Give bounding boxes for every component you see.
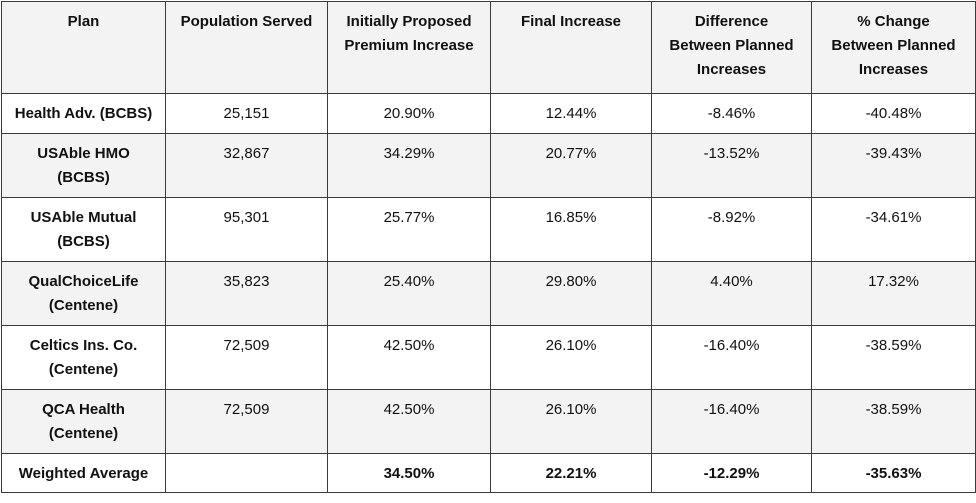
header-cell: Final Increase bbox=[490, 1, 652, 94]
data-cell: 42.50% bbox=[327, 325, 491, 390]
data-cell: 95,301 bbox=[165, 197, 328, 262]
data-cell: -8.46% bbox=[651, 93, 812, 134]
footer-label: Weighted Average bbox=[1, 453, 166, 493]
table-row: Health Adv. (BCBS) 25,151 20.90% 12.44% -8.4… bbox=[1, 93, 976, 134]
data-cell: 26.10% bbox=[490, 389, 652, 454]
table-row: QualChoiceLife (Centene) 35,823 25.40% 29.8… bbox=[1, 261, 976, 326]
header-row: Plan Population Served Initially Proposed … bbox=[1, 1, 976, 94]
data-cell: 72,509 bbox=[165, 389, 328, 454]
data-cell: 20.90% bbox=[327, 93, 491, 134]
data-cell: 4.40% bbox=[651, 261, 812, 326]
header-cell: Difference Between Planned Increases bbox=[651, 1, 812, 94]
header-cell: Initially Proposed Premium Increase bbox=[327, 1, 491, 94]
data-cell: 35,823 bbox=[165, 261, 328, 326]
data-cell: 42.50% bbox=[327, 389, 491, 454]
footer-cell: -12.29% bbox=[651, 453, 812, 493]
data-cell: -34.61% bbox=[811, 197, 976, 262]
data-cell: 25,151 bbox=[165, 93, 328, 134]
data-cell: 25.40% bbox=[327, 261, 491, 326]
table-row: QCA Health (Centene) 72,509 42.50% 26.10% -1… bbox=[1, 389, 976, 454]
data-cell: 16.85% bbox=[490, 197, 652, 262]
data-cell: -40.48% bbox=[811, 93, 976, 134]
data-cell: 29.80% bbox=[490, 261, 652, 326]
data-cell: 26.10% bbox=[490, 325, 652, 390]
data-cell: 12.44% bbox=[490, 93, 652, 134]
table-row: Celtics Ins. Co. (Centene) 72,509 42.50% 26… bbox=[1, 325, 976, 390]
plan-cell: Health Adv. (BCBS) bbox=[1, 93, 166, 134]
plan-cell: QualChoiceLife (Centene) bbox=[1, 261, 166, 326]
premium-table: Plan Population Served Initially Proposed … bbox=[1, 1, 976, 493]
plan-cell: USAble Mutual (BCBS) bbox=[1, 197, 166, 262]
data-cell: -38.59% bbox=[811, 325, 976, 390]
data-cell: -13.52% bbox=[651, 133, 812, 198]
plan-cell: Celtics Ins. Co. (Centene) bbox=[1, 325, 166, 390]
table-row: USAble HMO (BCBS) 32,867 34.29% 20.77% -13.5… bbox=[1, 133, 976, 198]
data-cell: -8.92% bbox=[651, 197, 812, 262]
data-cell: 32,867 bbox=[165, 133, 328, 198]
header-cell: Population Served bbox=[165, 1, 328, 94]
footer-cell: -35.63% bbox=[811, 453, 976, 493]
footer-cell: 22.21% bbox=[490, 453, 652, 493]
table-body: Health Adv. (BCBS) 25,151 20.90% 12.44% -8.4… bbox=[1, 93, 976, 454]
data-cell: 20.77% bbox=[490, 133, 652, 198]
data-cell: 34.29% bbox=[327, 133, 491, 198]
data-cell: 25.77% bbox=[327, 197, 491, 262]
data-cell: -39.43% bbox=[811, 133, 976, 198]
table-row: USAble Mutual (BCBS) 95,301 25.77% 16.85% -8… bbox=[1, 197, 976, 262]
footer-row: Weighted Average 34.50% 22.21% -12.29% -… bbox=[1, 453, 976, 493]
footer-cell: 34.50% bbox=[327, 453, 491, 493]
data-cell: 72,509 bbox=[165, 325, 328, 390]
footer-empty-cell bbox=[165, 453, 328, 493]
data-cell: -16.40% bbox=[651, 389, 812, 454]
header-cell: Plan bbox=[1, 1, 166, 94]
plan-cell: USAble HMO (BCBS) bbox=[1, 133, 166, 198]
plan-cell: QCA Health (Centene) bbox=[1, 389, 166, 454]
header-cell: % Change Between Planned Increases bbox=[811, 1, 976, 94]
data-cell: -16.40% bbox=[651, 325, 812, 390]
data-cell: -38.59% bbox=[811, 389, 976, 454]
data-cell: 17.32% bbox=[811, 261, 976, 326]
